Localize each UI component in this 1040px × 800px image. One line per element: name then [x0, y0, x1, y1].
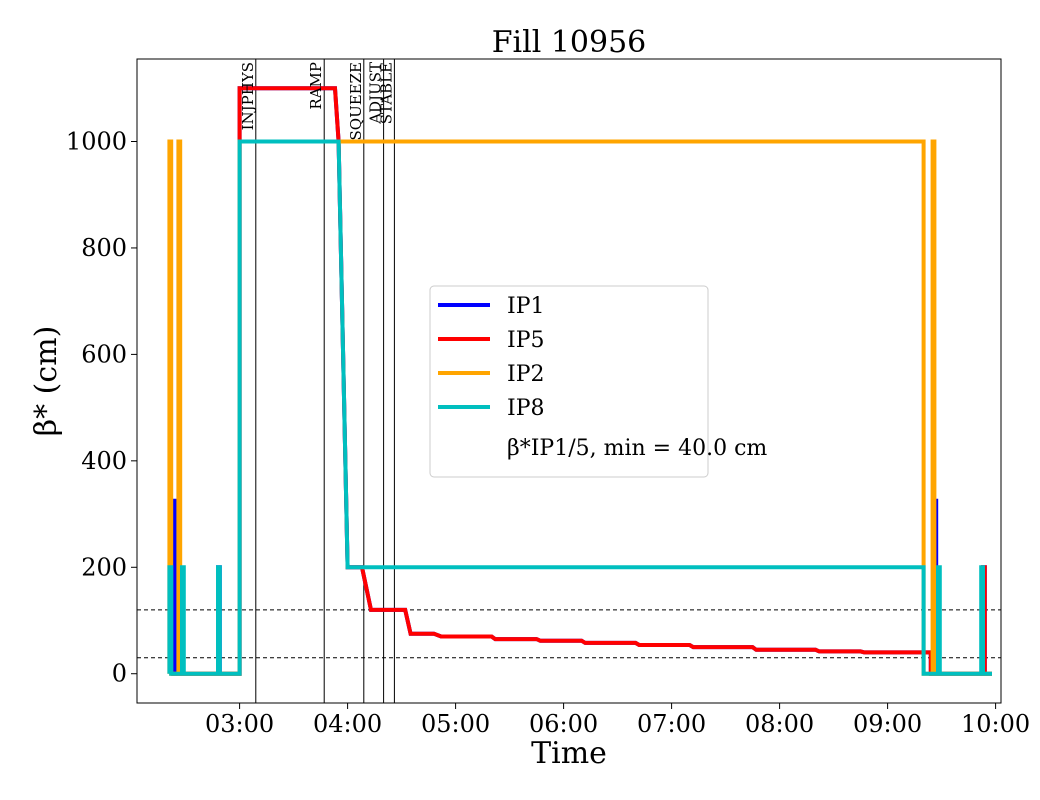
phase-label-squeeze: SQUEEZE: [347, 62, 365, 141]
x-axis-title: Time: [531, 736, 607, 771]
x-tick-label: 10:00: [961, 710, 1030, 738]
legend-note: β*IP1/5, min = 40.0 cm: [507, 436, 767, 461]
reference-lines: [137, 609, 1001, 659]
phase-label-ramp: RAMP: [307, 62, 325, 110]
legend-items: IP1 IP5 IP2 IP8: [438, 294, 545, 421]
legend-label-ip5: IP5: [507, 328, 545, 353]
plot-frame: [136, 58, 1002, 704]
y-tick-label: 1000: [66, 127, 127, 155]
x-tick-label: 09:00: [853, 710, 922, 738]
phase-label-adjust: ADJUST: [367, 62, 385, 125]
phase-lines: [255, 59, 395, 703]
legend-label-ip2: IP2: [507, 362, 545, 387]
phase-label-injphys: INJPHYS: [239, 62, 257, 130]
series-lines: [167, 86, 992, 676]
chart-title: Fill 10956: [492, 25, 647, 60]
legend-label-ip8: IP8: [507, 396, 545, 421]
series-line-ip8: [167, 139, 992, 676]
phase-label-stable: STABLE: [377, 62, 395, 124]
x-tick-label: 04:00: [313, 710, 382, 738]
y-tick-label: 600: [81, 340, 127, 368]
x-tick-label: 06:00: [529, 710, 598, 738]
y-tick-label: 400: [81, 447, 127, 475]
y-axis-ticks: 0 200 400 600 800 1000: [66, 127, 137, 688]
y-tick-label: 0: [112, 660, 127, 688]
y-axis-title: β* (cm): [29, 326, 64, 437]
x-tick-label: 07:00: [637, 710, 706, 738]
y-tick-label: 200: [81, 553, 127, 581]
x-tick-label: 03:00: [205, 710, 274, 738]
legend-label-ip1: IP1: [507, 294, 545, 319]
legend: IP1 IP5 IP2 IP8 β*IP1/5, min = 40.0 cm: [429, 285, 767, 478]
x-tick-label: 05:00: [421, 710, 490, 738]
x-tick-label: 08:00: [745, 710, 814, 738]
legend-box: [429, 285, 709, 478]
x-axis-ticks: 03:00 04:00 05:00 06:00 07:00 08:00 09:00 10:00: [205, 703, 1030, 738]
y-tick-label: 800: [81, 234, 127, 262]
